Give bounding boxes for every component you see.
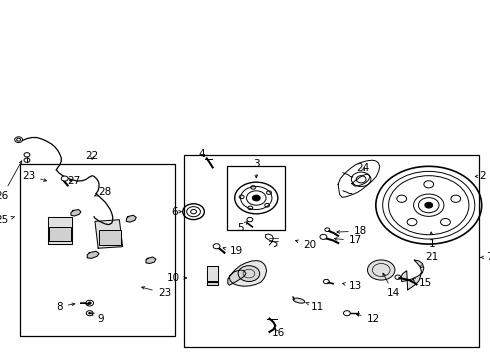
Bar [99,230,121,245]
Polygon shape [401,260,424,290]
Circle shape [88,302,91,304]
Text: 3: 3 [253,159,260,178]
Polygon shape [207,282,218,285]
Text: 15: 15 [413,278,432,288]
Circle shape [368,260,395,280]
Text: 23: 23 [22,171,47,181]
Text: 1: 1 [428,232,435,249]
Polygon shape [48,217,72,244]
Polygon shape [207,266,218,281]
Text: 10: 10 [167,273,187,283]
Polygon shape [71,210,81,216]
Circle shape [252,195,260,201]
Bar [49,227,71,241]
Text: 22: 22 [85,150,99,161]
Text: 28: 28 [95,186,111,197]
Text: 18: 18 [337,226,367,236]
Text: 24: 24 [357,163,370,174]
Bar [20,164,175,336]
Text: 17: 17 [334,235,362,246]
Text: 6: 6 [171,207,181,217]
Circle shape [238,266,260,282]
Polygon shape [126,215,136,222]
Text: 7: 7 [481,252,490,262]
Bar [227,166,285,230]
Text: 19: 19 [223,246,243,256]
Polygon shape [229,261,267,286]
Text: 11: 11 [306,302,324,312]
Circle shape [61,176,68,181]
Polygon shape [228,270,246,285]
Text: 8: 8 [56,302,75,312]
Text: 21: 21 [420,252,439,267]
Text: 13: 13 [343,281,362,291]
Ellipse shape [293,298,305,303]
Text: 12: 12 [356,314,380,324]
Text: 26: 26 [0,161,22,201]
Text: 4: 4 [198,149,205,159]
Text: 14: 14 [383,273,400,298]
Circle shape [425,202,433,208]
Polygon shape [87,251,99,258]
Polygon shape [95,220,122,248]
Text: 2: 2 [475,171,486,181]
Circle shape [89,312,91,314]
Circle shape [213,244,220,249]
Text: 25: 25 [0,215,14,225]
Text: 16: 16 [271,328,285,338]
Text: 27: 27 [68,176,81,186]
Circle shape [320,234,327,239]
Text: 5: 5 [237,222,247,233]
Circle shape [247,217,253,222]
Text: 23: 23 [142,287,171,298]
Text: 20: 20 [295,240,316,250]
Polygon shape [146,257,156,264]
Text: 9: 9 [91,313,104,324]
Bar [184,155,479,347]
